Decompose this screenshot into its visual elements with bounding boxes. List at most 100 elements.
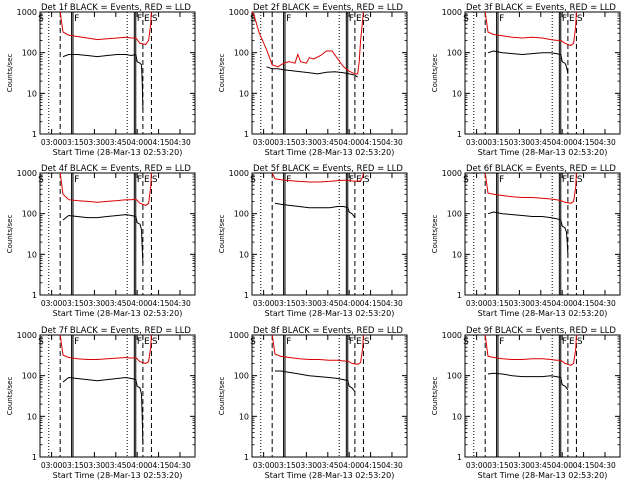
x-tick-label: 03:30 [296, 461, 318, 470]
marker-label: F [349, 175, 354, 185]
marker-label: S [152, 337, 158, 347]
x-tick-label: 03:30 [509, 461, 531, 470]
x-tick-label: 03:00 [253, 138, 275, 147]
y-tick-label: 1 [32, 453, 37, 462]
y-axis-label: Counts/sec [431, 215, 439, 254]
x-axis-label: Start Time (28-Mar-13 02:53:20) [53, 148, 183, 157]
y-tick-label: 1000 [17, 331, 37, 340]
y-tick-label: 1 [457, 453, 462, 462]
x-tick-label: 04:15 [360, 461, 382, 470]
marker-label: E [569, 175, 575, 185]
x-tick-label: 04:30 [594, 461, 616, 470]
series-lld [271, 172, 364, 183]
panel-title: Det 1f BLACK = Events, RED = LLD [41, 3, 191, 13]
x-axis-label: Start Time (28-Mar-13 02:53:20) [265, 309, 395, 318]
series-events [487, 211, 569, 255]
plot-frame [39, 172, 196, 296]
y-tick-label: 10 [239, 250, 249, 259]
marker-label: F [286, 175, 291, 185]
x-tick-label: 04:15 [148, 461, 170, 470]
x-tick-label: 03:00 [41, 299, 63, 308]
x-tick-label: 04:30 [594, 299, 616, 308]
marker-label: F [499, 337, 504, 347]
y-axis-label: Counts/sec [431, 54, 439, 93]
marker-label: S [250, 14, 256, 24]
x-axis-label: Start Time (28-Mar-13 02:53:20) [478, 148, 608, 157]
x-axis-label: Start Time (28-Mar-13 02:53:20) [265, 148, 395, 157]
series-events [275, 370, 356, 393]
marker-label: E [356, 337, 362, 347]
series-lld [484, 172, 577, 204]
det-panel-7: Det 7f BLACK = Events, RED = LLD 1 10 100 10… [6, 326, 196, 480]
x-tick-label: 03:00 [466, 299, 488, 308]
y-axis-label: Counts/sec [218, 377, 226, 416]
x-tick-label: 03:00 [41, 461, 63, 470]
x-tick-label: 04:30 [169, 299, 191, 308]
series-lld [484, 334, 577, 366]
marker-label: F [74, 175, 79, 185]
marker-label: F [499, 14, 504, 24]
x-tick-label: 03:00 [466, 461, 488, 470]
x-tick-label: 04:00 [126, 299, 148, 308]
y-tick-label: 1000 [442, 331, 462, 340]
marker-label: S [364, 14, 370, 24]
y-tick-label: 100 [22, 49, 37, 58]
x-axis-label: Start Time (28-Mar-13 02:53:20) [53, 309, 183, 318]
panel-title: Det 6f BLACK = Events, RED = LLD [466, 164, 616, 174]
marker-label: S [463, 337, 469, 347]
y-tick-label: 1000 [229, 169, 249, 178]
x-tick-label: 03:30 [296, 138, 318, 147]
x-tick-label: 03:30 [509, 138, 531, 147]
y-tick-label: 1 [32, 291, 37, 300]
x-tick-label: 04:15 [360, 299, 382, 308]
x-tick-label: 03:15 [274, 299, 296, 308]
det-panel-6: Det 6f BLACK = Events, RED = LLD 1 10 100 10… [431, 164, 621, 318]
series-lld [484, 11, 577, 47]
y-tick-label: 100 [447, 210, 462, 219]
x-tick-label: 03:45 [530, 138, 552, 147]
det-panel-2: Det 2f BLACK = Events, RED = LLD 1 10 100 10… [218, 3, 408, 157]
x-tick-label: 03:00 [466, 138, 488, 147]
x-tick-label: 04:15 [148, 299, 170, 308]
det-panel-3: Det 3f BLACK = Events, RED = LLD 1 10 100 10… [431, 3, 621, 157]
plot-frame [464, 11, 621, 135]
y-tick-label: 1 [244, 291, 249, 300]
y-tick-label: 100 [234, 210, 249, 219]
det-panel-4: Det 4f BLACK = Events, RED = LLD 1 10 100 10… [6, 164, 196, 318]
x-tick-label: 04:00 [338, 299, 360, 308]
plot-frame [39, 11, 196, 135]
x-tick-label: 03:45 [317, 138, 339, 147]
plot-frame [39, 334, 196, 458]
series-events [62, 376, 144, 445]
y-tick-label: 10 [452, 412, 462, 421]
x-tick-label: 04:15 [360, 138, 382, 147]
series-events [62, 53, 144, 110]
panel-title: Det 8f BLACK = Events, RED = LLD [253, 326, 403, 336]
x-tick-label: 03:45 [317, 461, 339, 470]
x-tick-label: 03:00 [41, 138, 63, 147]
x-tick-label: 03:45 [317, 299, 339, 308]
marker-label: E [356, 14, 362, 24]
y-axis-label: Counts/sec [6, 377, 14, 416]
y-tick-label: 1000 [17, 8, 37, 17]
x-tick-label: 03:30 [296, 299, 318, 308]
marker-label: S [463, 175, 469, 185]
marker-label: S [577, 175, 583, 185]
det-panel-5: Det 5f BLACK = Events, RED = LLD 1 10 100 10… [218, 164, 408, 318]
plot-frame [464, 172, 621, 296]
x-tick-label: 03:45 [530, 461, 552, 470]
series-events [274, 202, 356, 218]
panel-title: Det 5f BLACK = Events, RED = LLD [253, 164, 403, 174]
y-tick-label: 1000 [442, 169, 462, 178]
marker-label: F [349, 14, 354, 24]
x-tick-label: 03:30 [84, 299, 106, 308]
series-events [266, 66, 359, 78]
marker-label: S [364, 337, 370, 347]
panel-title: Det 7f BLACK = Events, RED = LLD [41, 326, 191, 336]
marker-label: S [38, 175, 44, 185]
x-tick-label: 03:15 [274, 138, 296, 147]
marker-label: E [569, 14, 575, 24]
series-lld [59, 172, 152, 206]
